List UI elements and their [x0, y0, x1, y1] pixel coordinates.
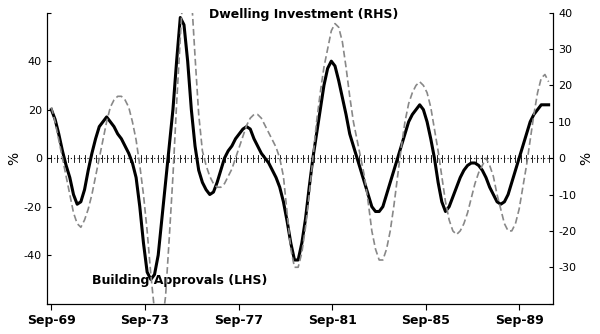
Y-axis label: %: %	[579, 152, 593, 165]
Text: Dwelling Investment (RHS): Dwelling Investment (RHS)	[209, 7, 399, 20]
Y-axis label: %: %	[7, 152, 21, 165]
Text: Building Approvals (LHS): Building Approvals (LHS)	[92, 274, 268, 287]
